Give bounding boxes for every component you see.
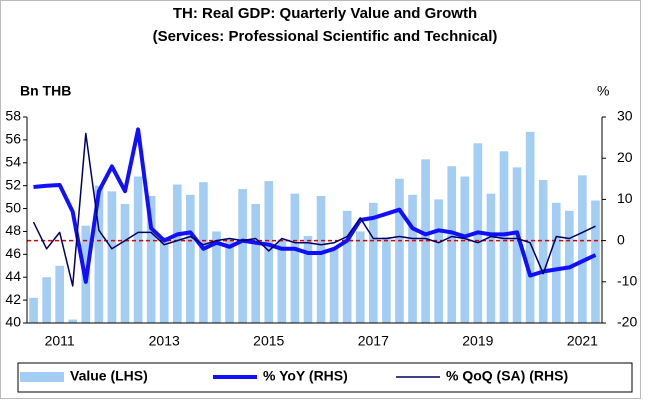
bar	[408, 194, 417, 323]
y2-tick-label: 20	[617, 149, 633, 165]
chart-title: TH: Real GDP: Quarterly Value and Growth	[173, 5, 477, 22]
bar	[107, 191, 117, 323]
bar	[538, 179, 548, 323]
bar	[434, 199, 443, 323]
bar	[212, 231, 221, 323]
bar	[303, 236, 313, 323]
chart-subtitle: (Services: Professional Scientific and T…	[153, 28, 498, 45]
y-tick-label: 42	[5, 291, 21, 307]
bar	[120, 203, 130, 323]
bar	[55, 265, 64, 323]
x-tick-label: 2019	[462, 333, 493, 349]
bar	[525, 131, 535, 323]
bar	[290, 193, 300, 323]
x-tick-label: 2011	[45, 333, 75, 349]
bar	[133, 176, 143, 323]
bar	[29, 297, 38, 323]
y-tick-label: 52	[5, 176, 21, 192]
x-tick-label: 2013	[149, 333, 180, 349]
bar	[316, 195, 326, 323]
y2-tick-label: -10	[617, 273, 637, 289]
bar	[146, 195, 156, 323]
bar	[251, 203, 261, 323]
legend-swatch	[20, 372, 64, 382]
bar	[94, 185, 104, 323]
bar	[512, 167, 522, 323]
bar	[421, 159, 430, 323]
bar	[199, 182, 208, 323]
bar	[172, 184, 182, 323]
bar	[486, 193, 496, 323]
line-series	[32, 132, 596, 287]
bar	[159, 237, 169, 323]
y2-tick-label: 10	[617, 190, 633, 206]
bar	[186, 194, 195, 323]
bar	[395, 178, 404, 323]
y-tick-label: 58	[5, 108, 21, 124]
bar	[68, 319, 78, 323]
bar	[329, 248, 339, 323]
bar	[342, 210, 352, 323]
bar	[368, 202, 378, 323]
bar	[551, 202, 561, 323]
y-tick-label: 50	[5, 199, 21, 215]
legend-label: % YoY (RHS)	[263, 368, 348, 384]
bar	[499, 151, 509, 323]
y-tick-label: 48	[5, 222, 21, 238]
y2-tick-label: 0	[617, 231, 625, 247]
bar	[578, 175, 587, 323]
y-tick-label: 44	[5, 268, 21, 284]
bar	[264, 181, 274, 323]
y-tick-label: 46	[5, 245, 21, 261]
bar	[382, 237, 391, 323]
y2-tick-label: -20	[617, 314, 637, 330]
x-tick-label: 2015	[253, 333, 284, 349]
y-tick-label: 54	[5, 153, 21, 169]
bar	[447, 166, 457, 323]
line-series	[33, 127, 597, 284]
legend-label: % QoQ (SA) (RHS)	[446, 368, 568, 384]
x-tick-label: 2021	[567, 333, 598, 349]
y2-axis-label: %	[597, 83, 609, 99]
y-axis-label: Bn THB	[20, 83, 71, 99]
y-tick-label: 40	[5, 314, 21, 330]
bar	[460, 176, 470, 323]
bar	[355, 231, 365, 323]
x-tick-label: 2017	[358, 333, 389, 349]
y2-tick-label: 30	[617, 108, 633, 124]
y-tick-label: 56	[5, 131, 21, 147]
bar	[277, 239, 287, 323]
legend-label: Value (LHS)	[70, 368, 148, 384]
bar	[225, 239, 234, 323]
bar	[42, 277, 51, 323]
legend-frame	[17, 362, 633, 393]
bar	[591, 200, 600, 323]
bar	[238, 189, 247, 323]
